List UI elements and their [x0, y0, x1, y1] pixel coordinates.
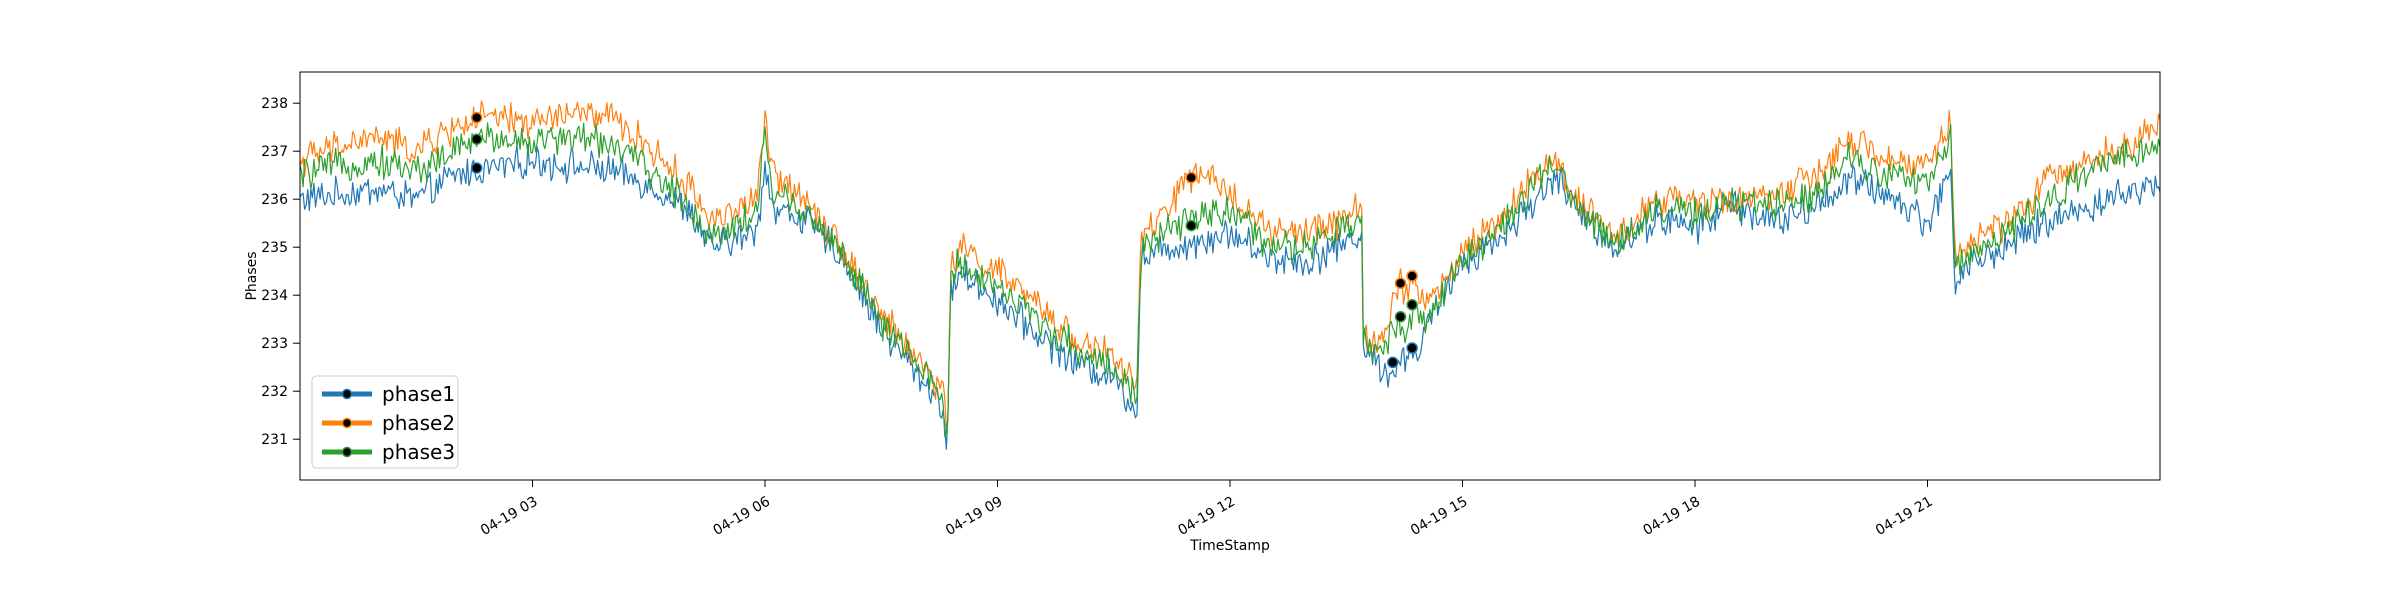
y-axis: 231 232 233 234 235 236 237 238 — [261, 96, 300, 448]
x-tick-label: 04-19 03 — [478, 494, 541, 539]
data-point-phase1-1 — [1387, 356, 1399, 369]
data-point-phase2-0 — [470, 111, 483, 124]
data-point-phase3-0 — [470, 133, 483, 145]
data-point-phase1-2 — [1406, 342, 1418, 354]
series-line-phase1 — [299, 143, 2161, 450]
y-tick-label: 234 — [261, 288, 288, 304]
x-tick-label: 04-19 09 — [943, 494, 1006, 539]
data-point-phase2-1 — [1185, 171, 1197, 184]
y-tick-label: 238 — [261, 96, 288, 112]
data-point-phase2-3 — [1406, 270, 1418, 282]
series-line-phase2 — [299, 100, 2161, 428]
y-tick-label: 231 — [261, 432, 288, 448]
x-tick-label: 04-19 15 — [1408, 494, 1471, 539]
series-line-phase3 — [299, 122, 2161, 438]
y-tick-label: 235 — [261, 240, 288, 256]
legend-marker-phase3 — [341, 446, 353, 458]
y-tick-label: 233 — [261, 336, 288, 352]
y-axis-label: Phases — [244, 251, 260, 300]
legend: phase1 phase2 phase3 — [311, 375, 459, 469]
legend-marker-phase1 — [341, 388, 353, 400]
y-tick-label: 236 — [261, 192, 288, 208]
x-tick-label: 04-19 06 — [710, 494, 773, 539]
plot-area — [299, 71, 2161, 481]
data-point-phase1-0 — [470, 162, 483, 174]
data-point-phase3-1 — [1185, 219, 1197, 232]
x-tick-label: 04-19 21 — [1873, 494, 1936, 539]
x-axis: 04-19 03 04-19 06 04-19 09 04-19 12 04-19 15… — [478, 480, 1936, 539]
x-axis-label: TimeStamp — [1189, 538, 1270, 554]
data-point-phase3-3 — [1406, 299, 1418, 311]
y-tick-label: 237 — [261, 144, 288, 160]
x-tick-label: 04-19 12 — [1175, 494, 1238, 539]
legend-label-phase1: phase1 — [382, 382, 455, 406]
y-tick-label: 232 — [261, 384, 288, 400]
x-tick-label: 04-19 18 — [1640, 494, 1703, 539]
data-point-phase3-2 — [1394, 311, 1407, 323]
legend-label-phase2: phase2 — [382, 411, 455, 435]
legend-marker-phase2 — [341, 417, 353, 429]
data-point-phase2-2 — [1394, 277, 1407, 289]
legend-label-phase3: phase3 — [382, 440, 455, 464]
